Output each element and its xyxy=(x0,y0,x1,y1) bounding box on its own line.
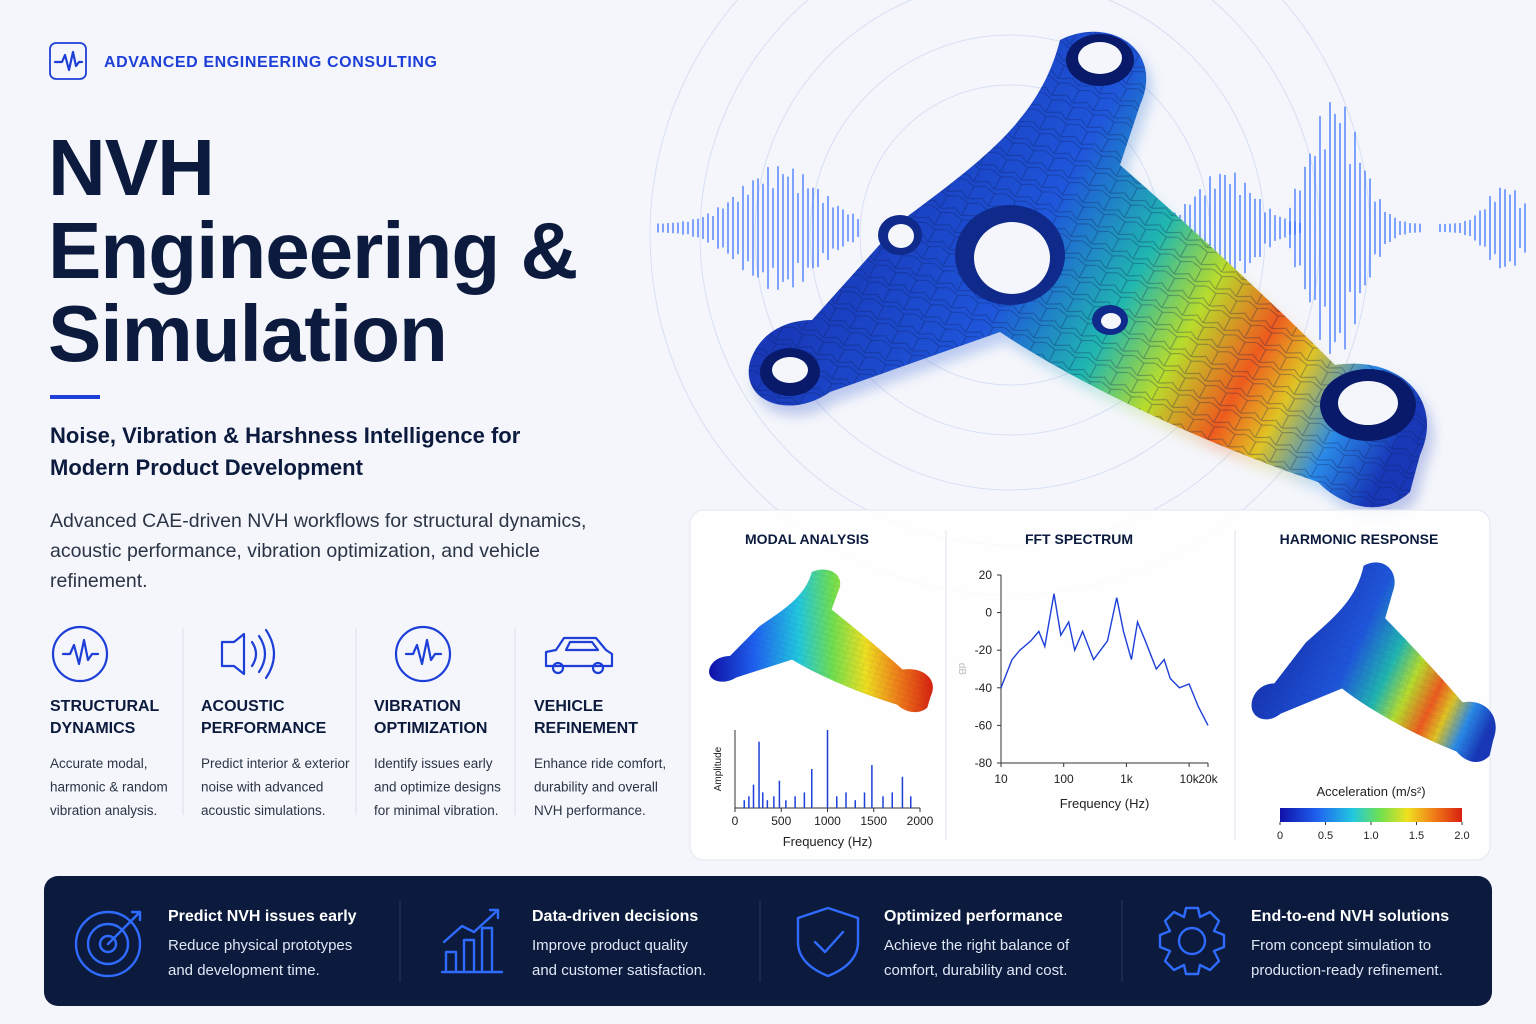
feature-text: and optimize designs xyxy=(374,780,501,795)
x-axis-label: Frequency (Hz) xyxy=(783,834,873,849)
benefit-title: Optimized performance xyxy=(884,908,1063,925)
description: refinement. xyxy=(50,570,148,592)
feature-title: DYNAMICS xyxy=(50,720,136,737)
brand-name: ADVANCED ENGINEERING CONSULTING xyxy=(104,54,438,71)
benefit-text: production-ready refinement. xyxy=(1251,962,1443,979)
x-tick-label: 100 xyxy=(1054,772,1074,786)
feature-title: VIBRATION xyxy=(374,698,461,715)
x-tick-label: 0 xyxy=(732,814,739,828)
x-tick-label: 1500 xyxy=(860,814,887,828)
subtitle: Noise, Vibration & Harshness Intelligenc… xyxy=(50,423,521,448)
feature-text: Identify issues early xyxy=(374,756,493,771)
feature-title: PERFORMANCE xyxy=(201,720,327,737)
headline: NVH xyxy=(48,123,214,212)
y-tick-label: -80 xyxy=(975,756,993,770)
accent-bar xyxy=(50,395,100,399)
description: Advanced CAE-driven NVH workflows for st… xyxy=(50,510,586,532)
y-tick-label: -40 xyxy=(975,681,993,695)
colorbar xyxy=(1280,808,1462,822)
x-tick-label: 10k xyxy=(1179,772,1199,786)
feature-title: VEHICLE xyxy=(534,698,604,715)
y-axis-label: dB xyxy=(956,663,967,676)
benefit-title: Data-driven decisions xyxy=(532,908,698,925)
benefit-text: comfort, durability and cost. xyxy=(884,962,1067,979)
feature-text: Accurate modal, xyxy=(50,756,148,771)
feature-text: durability and overall xyxy=(534,780,658,795)
benefit-text: Reduce physical prototypes xyxy=(168,937,352,954)
benefit-text: Achieve the right balance of xyxy=(884,937,1070,954)
benefit-title: End-to-end NVH solutions xyxy=(1251,908,1449,925)
y-axis-label: Amplitude xyxy=(713,746,724,791)
x-tick-label: 20k xyxy=(1198,772,1218,786)
waveform xyxy=(657,102,1526,354)
panel-title: MODAL ANALYSIS xyxy=(745,531,869,547)
x-tick-label: 1k xyxy=(1120,772,1134,786)
feature-text: Predict interior & exterior xyxy=(201,756,350,771)
feature-text: harmonic & random xyxy=(50,780,168,795)
feature-text: NVH performance. xyxy=(534,803,646,818)
headline: Engineering & xyxy=(48,206,577,295)
benefit-text: and development time. xyxy=(168,962,320,979)
feature-title: REFINEMENT xyxy=(534,720,638,737)
benefit-icons xyxy=(74,906,1226,978)
benefit-text: From concept simulation to xyxy=(1251,937,1431,954)
feature-icons xyxy=(51,625,614,683)
colorbar-tick-label: 0.5 xyxy=(1318,830,1333,842)
colorbar-label: Acceleration (m/s²) xyxy=(1316,784,1425,799)
feature-title: OPTIMIZATION xyxy=(374,720,487,737)
colorbar-tick-label: 2.0 xyxy=(1454,830,1469,842)
feature-text: vibration analysis. xyxy=(50,803,157,818)
x-tick-label: 1000 xyxy=(814,814,841,828)
y-tick-label: -20 xyxy=(975,643,993,657)
colorbar-tick-label: 1.5 xyxy=(1409,830,1424,842)
headline: Simulation xyxy=(48,289,447,378)
x-tick-label: 10 xyxy=(994,772,1008,786)
analysis-panel xyxy=(689,509,1491,861)
feature-text: noise with advanced xyxy=(201,780,323,795)
feature-title: STRUCTURAL xyxy=(50,698,160,715)
feature-title: ACOUSTIC xyxy=(201,698,285,715)
content: ADVANCED ENGINEERING CONSULTING NVHEngine… xyxy=(48,54,1470,979)
hero-bracket xyxy=(748,31,1434,518)
y-tick-label: 0 xyxy=(985,606,992,620)
x-tick-label: 500 xyxy=(771,814,791,828)
y-tick-label: 20 xyxy=(979,568,993,582)
y-tick-label: -60 xyxy=(975,718,993,732)
benefits-bar xyxy=(44,876,1492,1006)
feature-text: for minimal vibration. xyxy=(374,803,499,818)
benefit-text: and customer satisfaction. xyxy=(532,962,706,979)
panel-title: HARMONIC RESPONSE xyxy=(1280,531,1439,547)
brand-icon xyxy=(49,42,87,80)
benefit-dividers xyxy=(399,900,1123,982)
feature-text: acoustic simulations. xyxy=(201,803,326,818)
colorbar-tick-label: 0 xyxy=(1277,830,1283,842)
feature-text: Enhance ride comfort, xyxy=(534,756,666,771)
subtitle: Modern Product Development xyxy=(50,455,364,480)
benefit-text: Improve product quality xyxy=(532,937,688,954)
description: acoustic performance, vibration optimiza… xyxy=(50,540,540,562)
panel-title: FFT SPECTRUM xyxy=(1025,531,1133,547)
colorbar-tick-label: 1.0 xyxy=(1363,830,1378,842)
x-axis-label: Frequency (Hz) xyxy=(1060,796,1150,811)
benefit-title: Predict NVH issues early xyxy=(168,908,357,925)
spectrum-line xyxy=(1000,593,1209,726)
feature-dividers xyxy=(182,628,516,815)
x-tick-label: 2000 xyxy=(907,814,934,828)
